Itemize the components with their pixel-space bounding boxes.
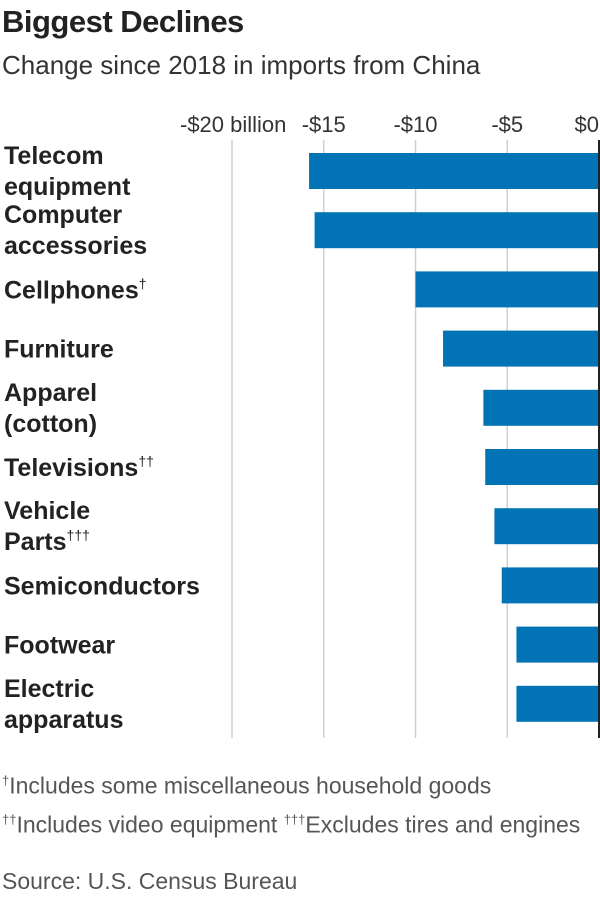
bar	[516, 685, 599, 722]
bar	[314, 212, 599, 249]
category-label: Footwear	[4, 632, 115, 660]
bar	[443, 330, 599, 367]
footnotes: †Includes some miscellaneous household g…	[2, 764, 598, 841]
x-tick-label: $0	[575, 112, 599, 137]
chart-subtitle: Change since 2018 in imports from China	[2, 50, 481, 80]
footnote-2-mark: ††	[2, 811, 17, 827]
footnote-3-mark: †††	[283, 811, 306, 827]
chart-title: Biggest Declines	[2, 4, 244, 39]
x-axis-ticks: -$20 billion -$15 -$10 -$5 $0	[180, 112, 599, 137]
category-label: Telecom equipment	[4, 142, 131, 201]
x-tick-label: -$20 billion	[180, 112, 286, 137]
footnote-2: Includes video equipment	[16, 811, 284, 838]
bar	[483, 389, 599, 426]
bar	[516, 626, 599, 663]
category-label: Computer accessories	[4, 201, 147, 260]
x-tick-label: -$10	[393, 112, 437, 137]
source-note: Source: U.S. Census Bureau	[2, 868, 298, 894]
category-label: Furniture	[4, 336, 114, 364]
category-label: Televisions††	[4, 453, 154, 482]
category-label: Semiconductors	[4, 572, 200, 600]
bars	[309, 153, 599, 722]
bar	[309, 153, 599, 189]
footnote-1-mark: †	[2, 773, 10, 788]
footnote-3: Excludes tires and engines	[305, 811, 581, 838]
bar-chart: -$20 billion -$15 -$10 -$5 $0 Telecom equipme…	[4, 112, 600, 738]
bar	[415, 271, 599, 308]
bar	[501, 567, 599, 604]
category-label: Apparel (cotton)	[4, 379, 97, 438]
category-label: Vehicle Parts†††	[4, 497, 90, 556]
category-label: Cellphones†	[4, 275, 147, 304]
bar	[485, 449, 599, 485]
category-label: Electric apparatus	[4, 675, 123, 734]
x-tick-label: -$15	[302, 112, 346, 137]
x-tick-label: -$5	[491, 112, 523, 137]
footnote-1: Includes some miscellaneous household go…	[9, 772, 492, 799]
bar	[494, 508, 599, 545]
